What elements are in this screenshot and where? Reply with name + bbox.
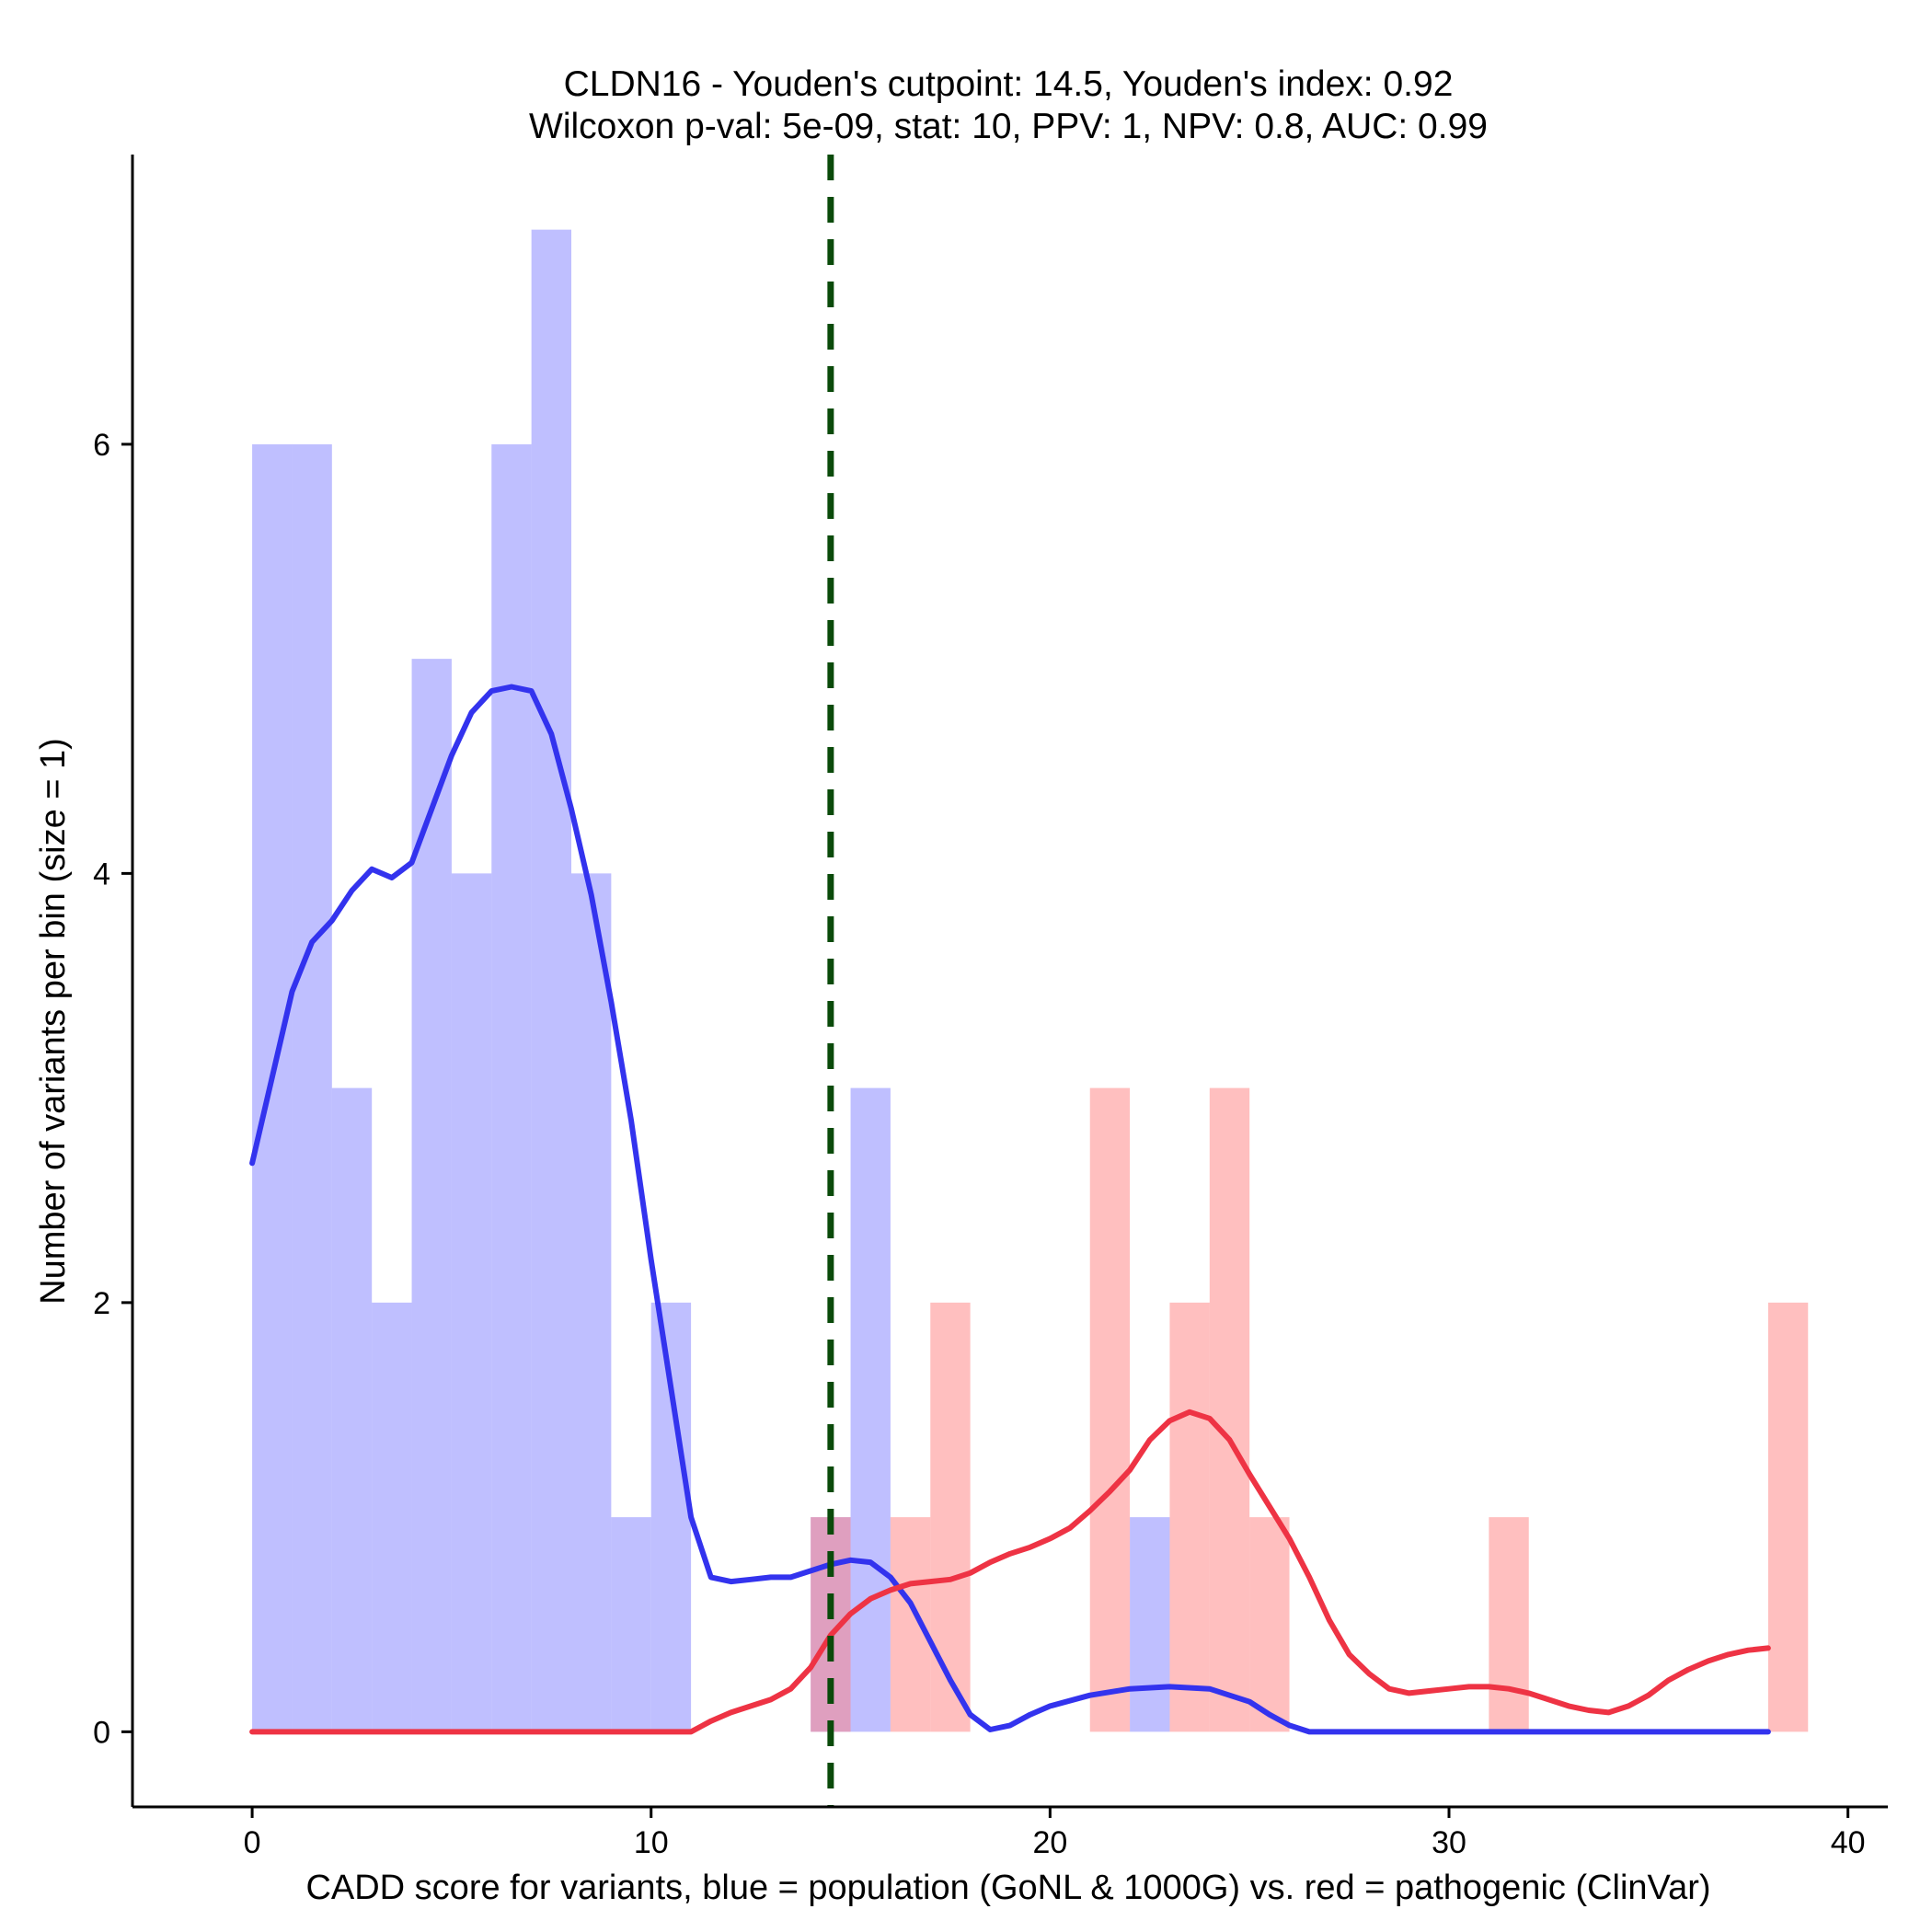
x-tick-label: 10: [634, 1825, 669, 1860]
y-tick-label: 6: [93, 428, 110, 463]
y-axis-ticks: 0 2 4 6: [93, 428, 132, 1750]
x-axis-ticks: 0 10 20 30 40: [244, 1807, 1866, 1860]
y-tick-label: 2: [93, 1286, 110, 1321]
population-bar: [451, 873, 492, 1732]
population-bar: [331, 1087, 373, 1732]
x-tick-label: 30: [1432, 1825, 1466, 1860]
population-histogram: [252, 229, 1170, 1732]
population-bar: [531, 229, 571, 1732]
x-axis-title: CADD score for variants, blue = populati…: [305, 1869, 1710, 1907]
pathogenic-bar: [1209, 1087, 1250, 1732]
pathogenic-bar: [1489, 1517, 1529, 1732]
population-bar: [372, 1302, 412, 1732]
x-tick-label: 40: [1831, 1825, 1866, 1860]
pathogenic-bar: [1767, 1302, 1809, 1732]
population-bar: [411, 659, 452, 1732]
pathogenic-bar: [1089, 1087, 1131, 1732]
y-axis-title: Number of variants per bin (size = 1): [34, 738, 73, 1305]
pathogenic-histogram: [890, 1087, 1809, 1732]
population-bar: [1130, 1517, 1170, 1732]
pathogenic-density-curve: [249, 1409, 1771, 1735]
x-tick-label: 0: [244, 1825, 261, 1860]
x-tick-label: 20: [1032, 1825, 1067, 1860]
population-bar: [850, 1087, 891, 1732]
population-bar: [292, 443, 332, 1732]
chart-title-line-2: Wilcoxon p-val: 5e-09, stat: 10, PPV: 1,…: [529, 107, 1488, 146]
pathogenic-bar: [1249, 1517, 1290, 1732]
population-bar: [650, 1302, 692, 1732]
y-tick-label: 0: [93, 1715, 110, 1750]
pathogenic-bar: [1169, 1302, 1210, 1732]
population-bar: [611, 1517, 651, 1732]
population-density-curve: [249, 684, 1771, 1735]
y-tick-label: 4: [93, 857, 110, 891]
population-bar: [491, 443, 532, 1732]
population-bar: [571, 873, 612, 1732]
pathogenic-bar: [930, 1302, 971, 1732]
chart-title-line-1: CLDN16 - Youden's cutpoint: 14.5, Youden…: [564, 64, 1454, 104]
